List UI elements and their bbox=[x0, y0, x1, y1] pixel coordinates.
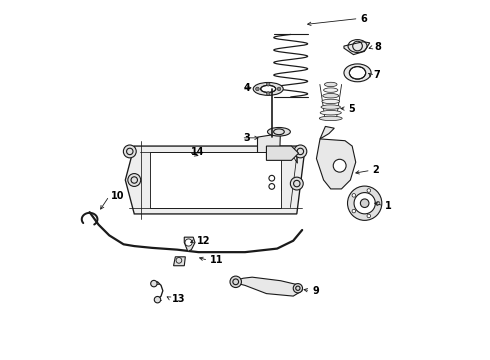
Circle shape bbox=[230, 276, 242, 288]
Ellipse shape bbox=[319, 116, 342, 121]
Ellipse shape bbox=[323, 94, 339, 98]
Circle shape bbox=[293, 284, 302, 293]
Circle shape bbox=[256, 87, 259, 91]
Polygon shape bbox=[344, 42, 370, 55]
Polygon shape bbox=[256, 173, 281, 191]
Circle shape bbox=[267, 92, 270, 95]
Circle shape bbox=[185, 239, 192, 246]
Circle shape bbox=[128, 174, 141, 186]
Text: 1: 1 bbox=[386, 201, 392, 211]
Polygon shape bbox=[317, 139, 356, 189]
Circle shape bbox=[267, 82, 270, 86]
Circle shape bbox=[333, 159, 346, 172]
Text: 5: 5 bbox=[348, 104, 355, 113]
Circle shape bbox=[269, 184, 275, 189]
Circle shape bbox=[354, 193, 375, 214]
Ellipse shape bbox=[322, 99, 340, 104]
Ellipse shape bbox=[321, 105, 341, 109]
Text: 9: 9 bbox=[312, 286, 319, 296]
Text: 3: 3 bbox=[243, 133, 250, 143]
Circle shape bbox=[376, 202, 380, 205]
Ellipse shape bbox=[344, 64, 371, 82]
Polygon shape bbox=[125, 146, 304, 214]
Polygon shape bbox=[150, 152, 281, 208]
Text: 4: 4 bbox=[244, 83, 251, 93]
Polygon shape bbox=[258, 134, 280, 176]
Text: 14: 14 bbox=[191, 148, 204, 157]
Circle shape bbox=[294, 145, 307, 158]
Polygon shape bbox=[320, 126, 334, 139]
Text: 13: 13 bbox=[172, 294, 186, 303]
Ellipse shape bbox=[323, 88, 338, 92]
Circle shape bbox=[123, 145, 136, 158]
Text: 2: 2 bbox=[372, 165, 379, 175]
Circle shape bbox=[352, 209, 356, 213]
Polygon shape bbox=[231, 277, 302, 296]
Polygon shape bbox=[173, 257, 185, 266]
Text: 8: 8 bbox=[375, 42, 382, 52]
Circle shape bbox=[360, 199, 369, 207]
Circle shape bbox=[367, 214, 370, 218]
Ellipse shape bbox=[261, 85, 276, 93]
Circle shape bbox=[367, 189, 370, 192]
Circle shape bbox=[269, 175, 275, 181]
Circle shape bbox=[277, 87, 281, 91]
Circle shape bbox=[154, 296, 161, 303]
Text: 7: 7 bbox=[373, 70, 380, 80]
Ellipse shape bbox=[320, 111, 342, 115]
Polygon shape bbox=[184, 237, 195, 251]
Text: 11: 11 bbox=[210, 255, 223, 265]
Ellipse shape bbox=[349, 67, 366, 79]
Circle shape bbox=[352, 194, 356, 197]
Text: 10: 10 bbox=[111, 191, 124, 201]
Ellipse shape bbox=[253, 82, 283, 95]
Circle shape bbox=[347, 186, 382, 220]
Ellipse shape bbox=[324, 82, 337, 87]
Circle shape bbox=[151, 280, 157, 287]
Ellipse shape bbox=[268, 127, 291, 136]
Polygon shape bbox=[267, 146, 298, 160]
Circle shape bbox=[291, 177, 303, 190]
Text: 6: 6 bbox=[360, 14, 367, 23]
Text: 12: 12 bbox=[197, 236, 211, 246]
